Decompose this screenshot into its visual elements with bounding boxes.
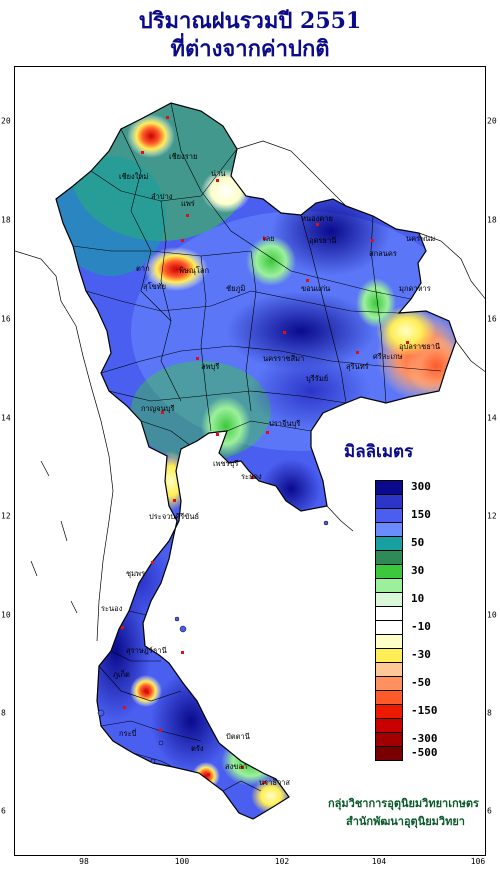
lon-tick-106-bottom: 106 (470, 857, 486, 866)
lat-tick-10-right: 10 (487, 610, 497, 620)
lat-tick-6-left: 6 (1, 806, 6, 816)
legend-swatch (375, 578, 403, 593)
neighbour-borders (15, 140, 485, 642)
label-lampang: ลำปาง (151, 192, 173, 201)
lat-tick-14-left: 14 (1, 413, 11, 423)
label-nakhon-phanom: นครพนม (406, 234, 435, 243)
label-khon-kaen: ขอนแก่น (301, 284, 330, 293)
legend-swatch (375, 522, 403, 537)
label-sakon-nakhon: สกลนคร (369, 249, 397, 258)
legend-label: 10 (411, 592, 425, 605)
legend-swatch (375, 718, 403, 733)
label-narathiwat: นราธิวาส (259, 778, 290, 787)
legend-swatch (375, 494, 403, 509)
lon-tick-98-bottom: 98 (79, 857, 89, 866)
label-buriram: บุรีรัมย์ (306, 374, 328, 383)
province-labels: เชียงใหม่ เชียงราย ลำปาง น่าน แพร่ ตาก ส… (101, 152, 440, 787)
label-chiang-rai: เชียงราย (169, 152, 197, 161)
label-lopburi: ลพบุรี (201, 362, 219, 371)
lat-tick-18-left: 18 (1, 215, 11, 225)
legend-swatch (375, 536, 403, 551)
label-chiang-mai: เชียงใหม่ (119, 172, 148, 181)
credit-line2: สำนักพัฒนาอุตุนิยมวิทยา (346, 815, 465, 828)
legend-swatch (375, 550, 403, 565)
legend-label: -500 (411, 746, 438, 759)
legend-swatch (375, 662, 403, 677)
lat-tick-14-right: 14 (487, 413, 497, 423)
legend-swatch (375, 620, 403, 635)
label-loei: เลย (263, 234, 275, 243)
lat-tick-12-right: 12 (487, 511, 497, 521)
legend-swatch (375, 746, 403, 761)
label-phetchaburi: เพชรบุรี (213, 459, 238, 468)
label-ranong: ระนอง (101, 604, 123, 613)
lat-tick-16-right: 16 (487, 314, 497, 324)
lat-tick-16-left: 16 (1, 314, 11, 324)
label-rayong: ระยอง (241, 472, 262, 481)
lat-tick-18-right: 18 (487, 215, 497, 225)
label-kanchanaburi: กาญจนบุรี (141, 404, 174, 413)
label-nan: น่าน (211, 169, 225, 178)
legend-swatch (375, 648, 403, 663)
label-phrae: แพร่ (181, 199, 195, 208)
label-chumphon: ชุมพร (126, 569, 145, 578)
legend-label: -50 (411, 676, 431, 689)
label-surin: สุรินทร์ (346, 362, 369, 371)
label-prachuap: ประจวบคีรีขันธ์ (149, 512, 199, 521)
label-trang: ตรัง (191, 744, 204, 753)
label-songkhla: สงขลา (225, 762, 247, 771)
lon-tick-104-bottom: 104 (371, 857, 387, 866)
lat-tick-8-left: 8 (1, 708, 6, 718)
legend-swatch (375, 480, 403, 495)
rainfall-anomaly-map: เชียงใหม่ เชียงราย ลำปาง น่าน แพร่ ตาก ส… (15, 102, 485, 820)
station-markers (121, 116, 409, 784)
label-pattani: ปัตตานี (226, 732, 250, 741)
legend-swatch (375, 508, 403, 523)
label-sisaket: ศรีสะเกษ (373, 352, 402, 361)
lon-tick-100-bottom: 100 (174, 857, 190, 866)
legend-swatch (375, 606, 403, 621)
legend-swatch (375, 564, 403, 579)
map-title-line2: ที่ต่างจากค่าปกติ (170, 36, 330, 62)
label-ubon: อุบลราชธานี (399, 342, 440, 351)
label-tak: ตาก (136, 264, 150, 273)
label-mukdahan: มุกดาหาร (399, 284, 431, 293)
label-surat: สุราษฎร์ธานี (126, 646, 167, 655)
lat-tick-6-right: 6 (487, 806, 492, 816)
legend-label: -30 (411, 648, 431, 661)
legend-swatch (375, 676, 403, 691)
legend-label: -10 (411, 620, 431, 633)
legend-swatch (375, 732, 403, 747)
legend-label: 150 (411, 508, 431, 521)
label-krabi: กระบี่ (119, 728, 137, 738)
credit-line1: กลุ่มวิชาการอุตุนิยมวิทยาเกษตร (328, 797, 479, 810)
legend-swatch (375, 592, 403, 607)
label-phuket: ภูเก็ต (113, 669, 130, 679)
map-frame: เชียงใหม่ เชียงราย ลำปาง น่าน แพร่ ตาก ส… (14, 66, 486, 856)
legend-swatch (375, 634, 403, 649)
legend-swatch (375, 690, 403, 705)
legend-label: 300 (411, 480, 431, 493)
legend-label: -150 (411, 704, 438, 717)
label-nong-khai: หนองคาย (301, 214, 333, 223)
lat-tick-8-right: 8 (487, 708, 492, 718)
map-title-line1: ปริมาณฝนรวมปี 2551 (138, 8, 362, 34)
lat-tick-20-right: 20 (487, 116, 497, 126)
legend-swatch (375, 704, 403, 719)
label-nakhon-ratchasima: นครราชสีมา (263, 354, 304, 363)
label-sukhothai: สุโขทัย (143, 282, 166, 291)
lon-tick-102-bottom: 102 (274, 857, 290, 866)
legend-label: -300 (411, 732, 438, 745)
label-udon-thani: อุดรธานี (309, 236, 336, 245)
lat-tick-20-left: 20 (1, 116, 11, 126)
legend-label: 30 (411, 564, 425, 577)
lat-tick-10-left: 10 (1, 610, 11, 620)
label-chaiyaphum: ชัยภูมิ (226, 284, 245, 293)
label-prachinburi: ปราจีนบุรี (269, 419, 300, 428)
label-phitsanulok: พิษณุโลก (179, 266, 209, 275)
lat-tick-12-left: 12 (1, 511, 11, 521)
legend-title: มิลลิเมตร (344, 442, 414, 462)
islands (97, 520, 329, 764)
legend-label: 50 (411, 536, 425, 549)
